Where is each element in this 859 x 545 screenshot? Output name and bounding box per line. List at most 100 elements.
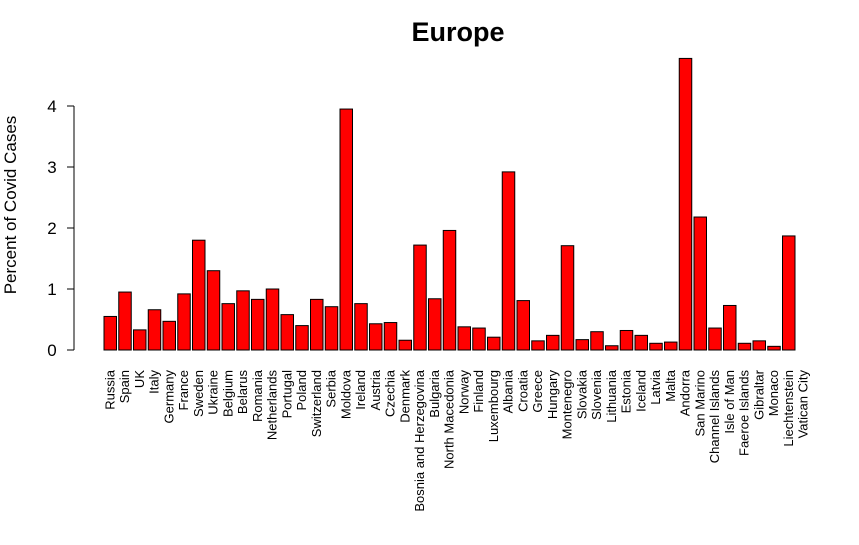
bar <box>236 290 250 351</box>
y-tick-label: 3 <box>47 158 56 177</box>
x-tick-label: Iceland <box>633 370 648 412</box>
bar <box>369 323 383 351</box>
bar <box>280 314 294 351</box>
x-tick-label: UK <box>132 370 147 388</box>
x-tick-label: Luxembourg <box>486 370 501 442</box>
x-tick-label: Spain <box>117 370 132 403</box>
bar <box>162 320 176 351</box>
x-tick-label: Serbia <box>324 369 339 407</box>
bar <box>619 329 634 351</box>
bar <box>634 334 648 351</box>
x-tick-label: Moldova <box>338 369 353 419</box>
x-tick-label: Lithuania <box>604 369 619 423</box>
bar <box>221 303 235 351</box>
bar <box>428 298 442 351</box>
x-tick-label: Latvia <box>648 369 663 404</box>
x-tick-label: France <box>176 370 191 410</box>
chart-title: Europe <box>411 17 504 47</box>
x-tick-label: Ireland <box>353 370 368 410</box>
bar <box>767 345 781 351</box>
bar <box>118 291 132 351</box>
y-axis-label: Percent of Covid Cases <box>1 116 20 295</box>
y-tick-label: 1 <box>47 280 56 299</box>
x-tick-label: Liechtenstein <box>781 370 796 447</box>
bar <box>501 171 516 351</box>
bar <box>531 340 545 351</box>
x-tick-label: Portugal <box>279 370 294 419</box>
y-tick-label: 0 <box>47 341 56 360</box>
x-tick-label: Hungary <box>545 370 560 420</box>
x-tick-label: Montenegro <box>560 370 575 439</box>
x-tick-label: Vatican City <box>796 370 811 439</box>
x-tick-label: Greece <box>530 370 545 413</box>
bar <box>560 245 575 351</box>
bar <box>310 298 324 351</box>
y-tick-label: 4 <box>47 97 56 116</box>
x-tick-label: Albania <box>501 369 516 413</box>
x-tick-label: Czechia <box>383 369 398 417</box>
x-tick-label: Estonia <box>619 369 634 413</box>
x-tick-label: Faeroe Islands <box>737 370 752 456</box>
x-tick-label: Italy <box>147 370 162 394</box>
bars <box>103 57 796 351</box>
bar <box>708 327 722 351</box>
x-tick-label: North Macedonia <box>442 369 457 469</box>
bar <box>575 339 589 351</box>
bar <box>546 334 560 351</box>
bar <box>265 288 280 351</box>
x-tick-label: Austria <box>368 369 383 410</box>
bar <box>206 270 221 351</box>
bar <box>383 322 398 351</box>
x-tick-label: Netherlands <box>265 370 280 441</box>
x-tick-label: Norway <box>456 370 471 415</box>
bar <box>737 342 752 351</box>
bar <box>133 329 147 351</box>
bar <box>723 304 737 351</box>
x-tick-label: Denmark <box>397 370 412 423</box>
bar <box>664 341 678 351</box>
bar <box>413 244 427 351</box>
x-tick-label: Gibraltar <box>751 369 766 420</box>
bar <box>487 336 501 351</box>
bar <box>442 229 457 351</box>
x-tick-label: Finland <box>471 370 486 413</box>
bar <box>472 327 486 351</box>
bar <box>649 342 663 351</box>
bar <box>678 57 693 351</box>
x-tick-label: Slovenia <box>589 369 604 420</box>
x-tick-label: Belgium <box>220 370 235 417</box>
bar <box>103 315 117 351</box>
x-tick-label: Slovakia <box>574 369 589 419</box>
x-tick-label: Monaco <box>766 370 781 416</box>
bar <box>354 303 368 351</box>
x-tick-label: Sweden <box>191 370 206 417</box>
x-tick-label: Bosnia and Herzegovina <box>412 369 427 511</box>
bar <box>398 339 412 351</box>
bar <box>251 298 265 351</box>
x-tick-label: Isle of Man <box>722 370 737 434</box>
bar <box>295 325 309 351</box>
x-tick-label: Germany <box>161 370 176 424</box>
bar <box>605 345 619 351</box>
x-tick-label: Andorra <box>678 369 693 416</box>
x-tick-label: Croatia <box>515 369 530 412</box>
x-tick-label: Channel Islands <box>707 370 722 464</box>
x-tick-label: Switzerland <box>309 370 324 437</box>
bar <box>324 306 339 351</box>
x-axis-labels: Russia Spain UK Italy Germany France Sweden Ukr… <box>102 369 810 511</box>
bar <box>147 309 162 351</box>
x-tick-label: Poland <box>294 370 309 410</box>
bar <box>752 340 766 351</box>
x-tick-label: Malta <box>663 369 678 402</box>
bar <box>782 235 796 351</box>
y-tick-label: 2 <box>47 219 56 238</box>
x-tick-label: Ukraine <box>206 370 221 415</box>
bar <box>516 300 530 351</box>
x-tick-label: Bulgaria <box>427 369 442 417</box>
y-axis: 0 1 2 3 4 <box>47 97 75 360</box>
bar <box>693 216 707 351</box>
x-tick-label: Russia <box>102 369 117 410</box>
x-tick-label: Belarus <box>235 370 250 415</box>
bar <box>590 331 604 351</box>
